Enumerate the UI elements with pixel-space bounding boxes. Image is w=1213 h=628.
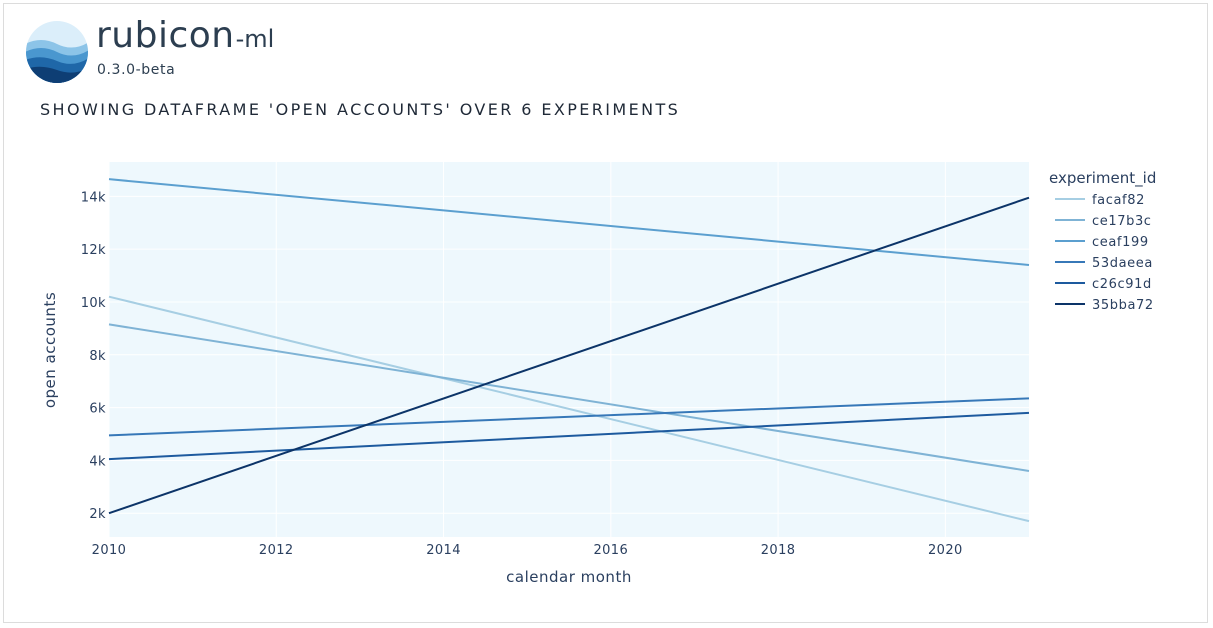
x-tick-label: 2020 xyxy=(928,543,963,558)
x-tick-label: 2018 xyxy=(761,543,796,558)
x-axis-title: calendar month xyxy=(506,568,632,586)
y-tick-label: 14k xyxy=(81,190,106,205)
brand-name: rubicon xyxy=(96,15,235,56)
x-tick-label: 2016 xyxy=(593,543,628,558)
legend-item-c26c91d: c26c91d xyxy=(1092,277,1152,292)
plot-area xyxy=(109,162,1029,537)
brand-suffix: -ml xyxy=(235,25,275,53)
rubicon-logo-icon xyxy=(26,21,88,83)
y-tick-label: 12k xyxy=(81,243,106,258)
legend-item-35bba72: 35bba72 xyxy=(1092,298,1154,313)
series-line-c26c91d xyxy=(108,411,1030,461)
series-line-53daeea xyxy=(108,397,1030,437)
y-tick-label: 8k xyxy=(89,349,106,364)
y-axis-ticks: 2k 4k 6k 8k 10k 12k 14k xyxy=(81,190,106,522)
legend: experiment_id facaf82 ce17b3c ceaf199 53dae… xyxy=(1049,169,1156,313)
legend-item-53daeea: 53daeea xyxy=(1092,256,1153,271)
brand-logo-text: rubicon-ml xyxy=(96,18,274,54)
legend-title: experiment_id xyxy=(1049,169,1156,188)
legend-item-facaf82: facaf82 xyxy=(1092,193,1145,208)
y-tick-label: 10k xyxy=(81,296,106,311)
y-tick-label: 6k xyxy=(89,402,106,417)
series-line-35bba72 xyxy=(108,196,1030,515)
chart-title: SHOWING DATAFRAME 'OPEN ACCOUNTS' OVER 6… xyxy=(40,100,681,119)
y-axis-title: open accounts xyxy=(41,292,59,408)
series-line-facaf82 xyxy=(108,295,1030,523)
version-label: 0.3.0-beta xyxy=(97,62,176,78)
y-tick-label: 4k xyxy=(89,454,106,469)
series-line-ce17b3c xyxy=(108,323,1030,472)
x-tick-label: 2010 xyxy=(92,543,127,558)
series-lines xyxy=(108,178,1030,523)
legend-item-ce17b3c: ce17b3c xyxy=(1092,214,1152,229)
x-axis-ticks: 2010 2012 2014 2016 2018 2020 xyxy=(92,543,963,558)
x-tick-label: 2014 xyxy=(426,543,461,558)
y-tick-label: 2k xyxy=(89,507,106,522)
legend-item-ceaf199: ceaf199 xyxy=(1092,235,1149,250)
x-tick-label: 2012 xyxy=(259,543,294,558)
